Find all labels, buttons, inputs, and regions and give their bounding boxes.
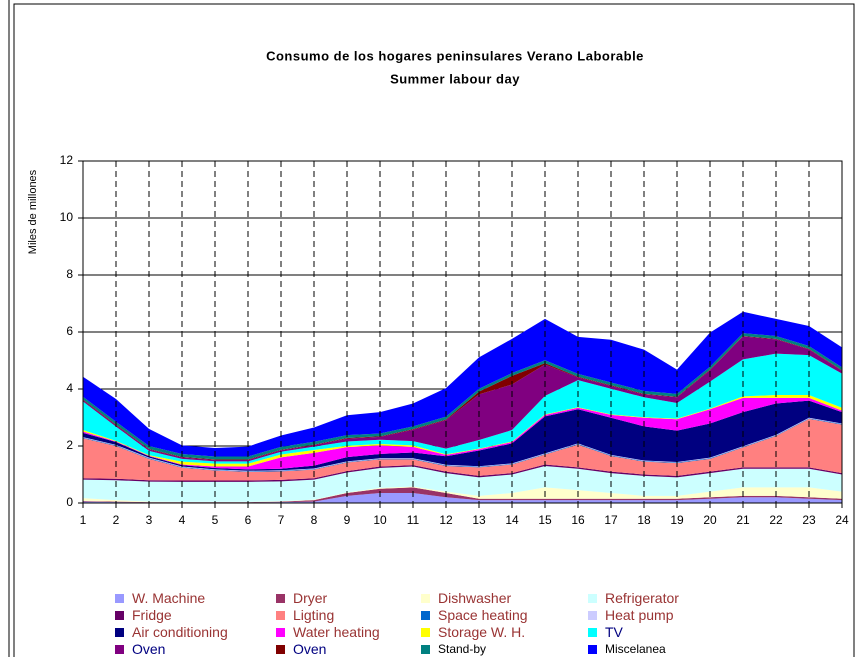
area (83, 486, 842, 503)
legend-swatch (588, 645, 597, 654)
legend-label: Air conditioning (132, 624, 228, 640)
area (83, 353, 842, 464)
x-tick-label: 1 (80, 513, 87, 527)
legend-label: Refrigerator (605, 590, 679, 606)
area (83, 336, 842, 462)
x-tick-label: 10 (373, 513, 387, 527)
plot-border (82, 160, 843, 504)
x-tick-label: 5 (212, 513, 219, 527)
legend-swatch (588, 594, 597, 603)
legend-label: Fridge (132, 607, 172, 623)
legend-label: Storage W. H. (438, 624, 526, 640)
chart-subtitle: Summer labour day (390, 71, 520, 86)
legend-label: W. Machine (132, 590, 206, 606)
x-tick-label: 16 (571, 513, 585, 527)
legend-item: Oven (115, 641, 240, 657)
legend-swatch (588, 628, 597, 637)
legend-item: Dishwasher (421, 590, 571, 606)
legend-swatch (421, 611, 430, 620)
x-tick-label: 17 (604, 513, 618, 527)
x-tick-label: 15 (538, 513, 552, 527)
legend-item: TV (588, 624, 738, 640)
legend-swatch (276, 645, 285, 654)
x-tick-label: 19 (670, 513, 684, 527)
x-tick-label: 13 (472, 513, 486, 527)
legend-swatch (421, 645, 430, 654)
legend-swatch (115, 628, 124, 637)
x-tick-label: 18 (637, 513, 651, 527)
y-tick-label: 2 (66, 438, 73, 452)
x-tick-label: 3 (146, 513, 153, 527)
legend-label: Heat pump (605, 607, 674, 623)
legend-swatch (276, 628, 285, 637)
legend-swatch (276, 594, 285, 603)
legend-label: Dishwasher (438, 590, 512, 606)
legend-item: Oven (276, 641, 426, 657)
x-tick-label: 12 (439, 513, 453, 527)
legend-item: Stand-by (421, 641, 571, 657)
x-tick-label: 2 (113, 513, 120, 527)
area (83, 311, 842, 457)
y-axis-label: Miles de millones (27, 169, 39, 254)
x-tick-label: 7 (278, 513, 285, 527)
legend-item: Dryer (276, 590, 426, 606)
area (83, 400, 842, 471)
x-tick-label: 6 (245, 513, 252, 527)
x-tick-label: 4 (179, 513, 186, 527)
legend-item: Storage W. H. (421, 624, 571, 640)
legend-label: Space heating (438, 607, 528, 623)
legend-item: Space heating (421, 607, 571, 623)
x-tick-label: 8 (311, 513, 318, 527)
y-tick-label: 4 (66, 381, 73, 395)
x-tick-label: 14 (505, 513, 519, 527)
y-tick-label: 12 (60, 153, 74, 167)
x-tick-label: 21 (736, 513, 750, 527)
area (83, 397, 842, 470)
legend-label: Dryer (293, 590, 328, 606)
x-tick-label: 22 (769, 513, 783, 527)
legend-label: Stand-by (438, 642, 487, 656)
y-tick-label: 0 (66, 495, 73, 509)
legend-item: Water heating (276, 624, 426, 640)
legend-label: Oven (293, 641, 327, 657)
legend-item: Fridge (115, 607, 240, 623)
legend-swatch (588, 611, 597, 620)
chart-title: Consumo de los hogares peninsulares Vera… (266, 48, 644, 63)
x-tick-label: 23 (802, 513, 816, 527)
legend-swatch (421, 628, 430, 637)
legend-item: Air conditioning (115, 624, 240, 640)
area (83, 418, 842, 481)
area (83, 493, 842, 503)
x-tick-label: 11 (407, 513, 420, 527)
legend-label: TV (605, 624, 623, 640)
x-tick-label: 24 (835, 513, 849, 527)
y-tick-label: 8 (66, 267, 73, 281)
legend-label: Oven (132, 641, 166, 657)
legend-item: Heat pump (588, 607, 738, 623)
legend-label: Ligting (293, 607, 335, 623)
x-tick-label: 20 (703, 513, 717, 527)
legend-item: Refrigerator (588, 590, 738, 606)
legend-label: Miscelanea (605, 642, 666, 656)
legend-swatch (421, 594, 430, 603)
legend-item: Ligting (276, 607, 426, 623)
x-tick-label: 9 (344, 513, 351, 527)
legend-item: Miscelanea (588, 641, 738, 657)
legend-swatch (115, 645, 124, 654)
legend-swatch (115, 594, 124, 603)
legend-item: W. Machine (115, 590, 240, 606)
legend-swatch (115, 611, 124, 620)
y-tick-label: 6 (66, 324, 73, 338)
legend-label: Water heating (293, 624, 380, 640)
legend-swatch (276, 611, 285, 620)
y-tick-label: 10 (60, 210, 74, 224)
area (83, 465, 842, 502)
